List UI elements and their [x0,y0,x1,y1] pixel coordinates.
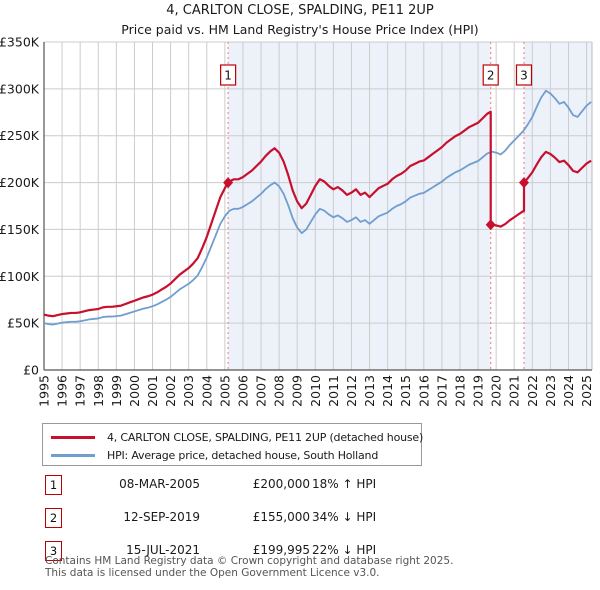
svg-text:£100K: £100K [0,269,40,284]
sale-diamond-3 [518,177,529,189]
transaction-row: 2 12-SEP-2019 £155,000 34% ↓ HPI [45,508,565,528]
sale-label-box-1 [220,64,237,86]
svg-text:2014: 2014 [380,375,395,407]
page-title: 4, CARLTON CLOSE, SPALDING, PE11 2UP [166,3,434,18]
transaction-price: £200,000 [252,477,310,491]
svg-text:1998: 1998 [91,375,106,407]
property-series-line [43,110,592,318]
svg-text:2023: 2023 [543,375,558,407]
transaction-row: 1 08-MAR-2005 £200,000 18% ↑ HPI [45,475,565,495]
hpi-line-swatch [51,453,95,457]
svg-text:£300K: £300K [0,81,40,96]
svg-text:2011: 2011 [326,375,341,407]
chart-legend: 4, CARLTON CLOSE, SPALDING, PE11 2UP (de… [42,423,423,466]
svg-text:2005: 2005 [217,375,232,407]
footer-line-2: This data is licensed under the Open Gov… [45,566,380,579]
svg-text:2000: 2000 [127,375,142,407]
svg-text:2010: 2010 [308,375,323,407]
transaction-date: 15-JUL-2021 [126,543,200,557]
ownership-shading [228,42,592,370]
svg-text:2012: 2012 [344,375,359,407]
svg-text:2017: 2017 [434,375,449,407]
svg-text:2019: 2019 [471,375,486,407]
transaction-number-badge: 1 [45,475,62,495]
svg-text:£350K: £350K [0,35,40,50]
svg-text:1997: 1997 [73,375,88,407]
legend-item-hpi: HPI: Average price, detached house, Sout… [51,446,378,464]
x-tick-labels: 1995 1996 1997 1998 1999 2000 2001 2002 2003 2004… [37,375,595,407]
svg-text:2015: 2015 [398,375,413,407]
svg-text:2020: 2020 [489,375,504,407]
svg-text:£250K: £250K [0,128,40,143]
transaction-price: £199,995 [252,543,310,557]
svg-text:2018: 2018 [452,375,467,407]
transaction-date: 08-MAR-2005 [119,477,200,491]
svg-text:2007: 2007 [254,375,269,407]
svg-text:2021: 2021 [507,375,522,407]
sale-label-box-3 [515,64,533,86]
svg-text:1996: 1996 [55,375,70,407]
hpi-series-line [43,89,592,326]
transaction-vs-hpi: 22% ↓ HPI [312,543,377,557]
svg-text:2016: 2016 [416,375,431,407]
svg-text:2025: 2025 [579,375,594,407]
svg-text:2002: 2002 [163,375,178,407]
transaction-number-badge: 3 [45,541,62,561]
license-footer: Contains HM Land Registry data © Crown c… [45,555,454,579]
svg-text:2024: 2024 [561,375,576,407]
svg-text:1999: 1999 [109,375,124,407]
sale-label-number-3: 3 [520,69,528,83]
grid-lines [44,41,593,370]
svg-text:£0: £0 [23,363,39,378]
legend-label-hpi: HPI: Average price, detached house, Sout… [107,448,379,462]
sale-label-box-2 [482,64,499,86]
sale-markers: 1 2 3 [220,64,533,231]
svg-text:2022: 2022 [525,375,540,407]
svg-text:2003: 2003 [181,375,196,407]
sale-diamond-1 [223,177,234,189]
sale-label-number-1: 1 [224,69,232,83]
svg-text:2008: 2008 [272,375,287,407]
svg-text:2006: 2006 [235,375,250,407]
transaction-vs-hpi: 34% ↓ HPI [312,510,377,524]
price-chart: £350K £300K £250K £200K £150K £100K £50K £0 1995… [0,35,595,407]
svg-text:2009: 2009 [290,375,305,407]
svg-text:2001: 2001 [145,375,160,407]
transaction-row: 3 15-JUL-2021 £199,995 22% ↓ HPI [45,541,565,561]
svg-text:£150K: £150K [0,222,40,237]
transaction-vs-hpi: 18% ↑ HPI [312,477,377,491]
legend-item-property: 4, CARLTON CLOSE, SPALDING, PE11 2UP (de… [51,428,423,446]
transaction-number-badge: 2 [45,508,62,528]
price-chart-svg: £350K £300K £250K £200K £150K £100K £50K £01995… [0,35,595,407]
transaction-date: 12-SEP-2019 [123,510,200,524]
page-subtitle: Price paid vs. HM Land Registry's House … [121,22,479,37]
svg-text:£50K: £50K [7,316,40,331]
footer-line-1: Contains HM Land Registry data © Crown c… [45,555,454,567]
sale-label-number-2: 2 [487,69,495,83]
property-line-swatch [51,435,95,439]
svg-text:£200K: £200K [0,175,40,190]
svg-text:2004: 2004 [199,375,214,407]
legend-label-property: 4, CARLTON CLOSE, SPALDING, PE11 2UP (de… [107,430,424,444]
svg-text:2013: 2013 [362,375,377,407]
y-tick-labels: £350K £300K £250K £200K £150K £100K £50K £0 [0,35,40,378]
sale-diamond-2 [485,219,496,231]
transaction-price: £155,000 [252,510,310,524]
svg-text:1995: 1995 [37,375,52,407]
